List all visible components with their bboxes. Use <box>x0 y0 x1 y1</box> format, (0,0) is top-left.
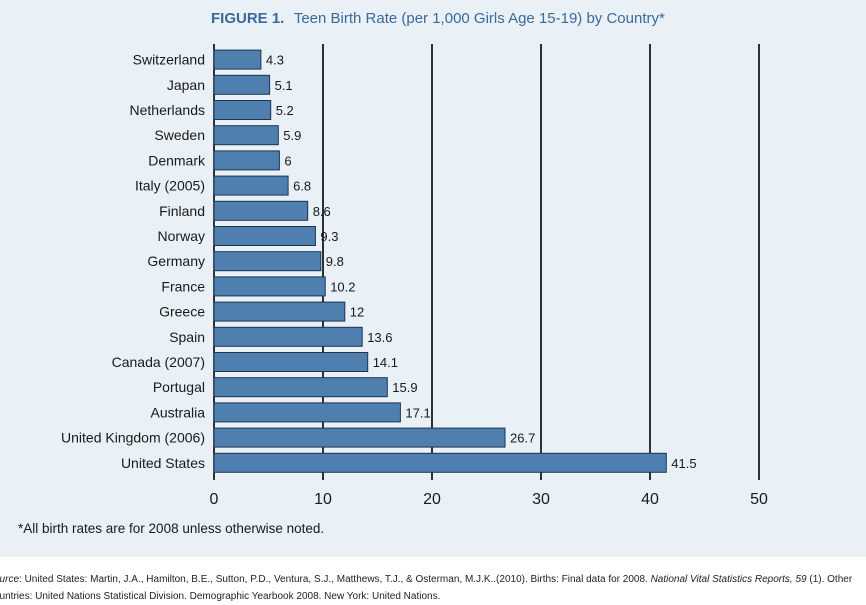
x-axis-ticks: 0 10 20 30 40 50 <box>210 491 768 508</box>
bar <box>213 74 271 95</box>
x-tick-label: 10 <box>314 491 332 508</box>
value-label: 6.8 <box>293 179 311 194</box>
value-label: 14.1 <box>373 355 398 370</box>
source-journal: National Vital Statistics Reports, 59 <box>650 574 807 585</box>
bar <box>213 427 506 448</box>
bar <box>213 175 289 196</box>
x-tick-label: 0 <box>210 491 219 508</box>
category-label: Portugal <box>153 379 205 395</box>
bar <box>213 226 316 246</box>
bars <box>213 49 667 473</box>
value-label: 8.6 <box>313 204 331 219</box>
source-line-1: ource: United States: Martin, J.A., Hami… <box>0 571 866 588</box>
value-label: 4.3 <box>266 53 284 68</box>
value-label: 5.2 <box>276 103 294 118</box>
bar <box>213 326 363 347</box>
value-label: 41.5 <box>671 456 696 471</box>
bar <box>213 200 309 221</box>
teen-birth-rate-chart: FIGURE 1. Teen Birth Rate (per 1,000 Gir… <box>61 10 768 508</box>
source-label: ource <box>0 574 20 585</box>
bar <box>213 377 388 398</box>
source-line-2: ountries: United Nations Statistical Div… <box>0 591 441 602</box>
bar <box>213 276 326 297</box>
footnote: *All birth rates are for 2008 unless oth… <box>18 521 325 536</box>
bar <box>213 301 346 322</box>
category-label: Japan <box>167 77 205 93</box>
bar <box>213 251 322 272</box>
category-label: Canada (2007) <box>112 354 205 370</box>
category-label: Germany <box>147 253 205 269</box>
category-label: United Kingdom (2006) <box>61 430 205 446</box>
bar <box>213 125 279 146</box>
category-label: Italy (2005) <box>135 178 205 194</box>
x-tick-label: 30 <box>532 491 550 508</box>
source-citation: ource: United States: Martin, J.A., Hami… <box>0 571 866 605</box>
category-label: Netherlands <box>130 102 206 118</box>
value-label: 26.7 <box>510 431 535 446</box>
category-label: United States <box>121 455 205 471</box>
bar <box>213 352 369 372</box>
chart-title-text: Teen Birth Rate (per 1,000 Girls Age 15-… <box>294 10 665 27</box>
value-label: 6 <box>284 153 291 168</box>
category-label: Australia <box>151 404 206 420</box>
category-label: Greece <box>159 304 205 320</box>
x-tick-label: 40 <box>641 491 659 508</box>
category-label: Spain <box>169 329 205 345</box>
value-label: 13.6 <box>367 330 392 345</box>
value-label: 5.9 <box>283 128 301 143</box>
chart-title-prefix: FIGURE 1. <box>211 10 284 27</box>
bar <box>213 150 280 171</box>
value-label: 12 <box>350 305 364 320</box>
x-tick-label: 50 <box>750 491 768 508</box>
value-label: 5.1 <box>275 78 293 93</box>
value-label: 9.3 <box>320 229 338 244</box>
category-label: Switzerland <box>133 52 205 68</box>
value-label: 10.2 <box>330 279 355 294</box>
bar <box>213 452 667 473</box>
category-label: Norway <box>158 228 205 244</box>
bar <box>213 402 401 423</box>
bar <box>213 49 262 70</box>
category-label: France <box>161 278 205 294</box>
value-label: 9.8 <box>326 254 344 269</box>
figure-panel: FIGURE 1. Teen Birth Rate (per 1,000 Gir… <box>0 0 866 557</box>
value-label: 15.9 <box>392 380 417 395</box>
category-label: Denmark <box>148 152 206 168</box>
x-tick-label: 20 <box>423 491 441 508</box>
category-label: Sweden <box>154 127 205 143</box>
category-labels: Switzerland Japan Netherlands Sweden Denmark… <box>61 52 206 471</box>
source-text-a: : United States: Martin, J.A., Hamilton,… <box>19 574 651 585</box>
bar <box>213 100 272 120</box>
category-label: Finland <box>159 203 205 219</box>
chart-title: FIGURE 1. Teen Birth Rate (per 1,000 Gir… <box>211 10 665 27</box>
source-text-b: (1). Other <box>806 574 853 585</box>
value-label: 17.1 <box>405 405 430 420</box>
